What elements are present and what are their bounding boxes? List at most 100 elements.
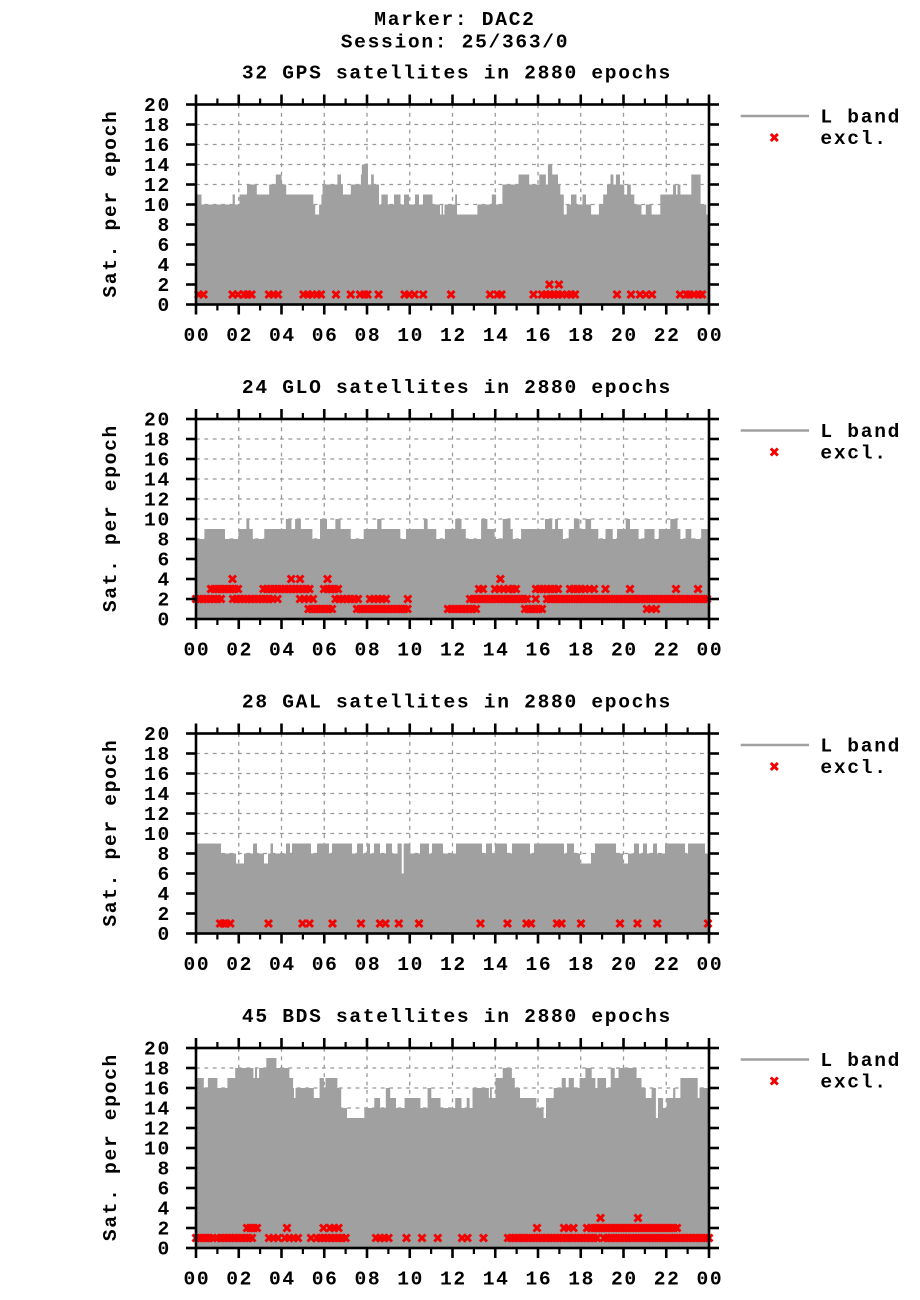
svg-text:10: 10 bbox=[144, 195, 169, 217]
svg-text:22: 22 bbox=[654, 954, 679, 976]
svg-text:6: 6 bbox=[157, 235, 169, 257]
svg-text:16: 16 bbox=[525, 954, 550, 976]
svg-text:6: 6 bbox=[157, 864, 169, 886]
svg-text:10: 10 bbox=[397, 640, 422, 662]
svg-text:18: 18 bbox=[568, 325, 593, 347]
svg-text:00: 00 bbox=[183, 325, 208, 347]
svg-text:4: 4 bbox=[157, 255, 169, 277]
svg-text:L band: L band bbox=[820, 1050, 899, 1072]
svg-text:12: 12 bbox=[144, 1118, 169, 1140]
svg-text:08: 08 bbox=[354, 954, 379, 976]
svg-text:20: 20 bbox=[611, 325, 636, 347]
svg-text:04: 04 bbox=[269, 954, 294, 976]
svg-text:45 BDS satellites in 2880 epoc: 45 BDS satellites in 2880 epochs bbox=[242, 1006, 670, 1028]
svg-text:Sat. per epoch: Sat. per epoch bbox=[100, 1055, 122, 1241]
svg-text:06: 06 bbox=[312, 1269, 337, 1291]
svg-text:18: 18 bbox=[144, 1058, 169, 1080]
svg-text:08: 08 bbox=[354, 640, 379, 662]
svg-text:6: 6 bbox=[157, 549, 169, 571]
svg-text:02: 02 bbox=[226, 640, 251, 662]
svg-text:02: 02 bbox=[226, 1269, 251, 1291]
svg-text:02: 02 bbox=[226, 325, 251, 347]
svg-text:22: 22 bbox=[654, 640, 679, 662]
svg-text:10: 10 bbox=[144, 509, 169, 531]
svg-text:14: 14 bbox=[144, 1098, 169, 1120]
svg-text:excl.: excl. bbox=[820, 442, 886, 464]
svg-text:20: 20 bbox=[144, 724, 169, 746]
svg-text:04: 04 bbox=[269, 640, 294, 662]
svg-text:12: 12 bbox=[440, 640, 465, 662]
svg-text:04: 04 bbox=[269, 1269, 294, 1291]
svg-text:08: 08 bbox=[354, 325, 379, 347]
svg-text:18: 18 bbox=[568, 954, 593, 976]
svg-text:12: 12 bbox=[144, 489, 169, 511]
svg-text:12: 12 bbox=[440, 325, 465, 347]
svg-text:14: 14 bbox=[483, 954, 508, 976]
svg-text:18: 18 bbox=[144, 744, 169, 766]
svg-text:04: 04 bbox=[269, 325, 294, 347]
svg-text:6: 6 bbox=[157, 1178, 169, 1200]
svg-text:20: 20 bbox=[611, 640, 636, 662]
svg-text:00: 00 bbox=[183, 1269, 208, 1291]
svg-text:16: 16 bbox=[144, 135, 169, 157]
svg-text:00: 00 bbox=[183, 640, 208, 662]
svg-text:18: 18 bbox=[144, 429, 169, 451]
svg-text:10: 10 bbox=[144, 1138, 169, 1160]
svg-text:2: 2 bbox=[157, 904, 169, 926]
svg-text:16: 16 bbox=[144, 764, 169, 786]
svg-text:18: 18 bbox=[568, 1269, 593, 1291]
svg-text:2: 2 bbox=[157, 1218, 169, 1240]
svg-text:Marker: DAC2: Marker: DAC2 bbox=[374, 9, 534, 31]
svg-text:2: 2 bbox=[157, 589, 169, 611]
svg-text:22: 22 bbox=[654, 325, 679, 347]
svg-text:10: 10 bbox=[397, 1269, 422, 1291]
svg-text:4: 4 bbox=[157, 1198, 169, 1220]
svg-text:L band: L band bbox=[820, 421, 899, 443]
svg-text:0: 0 bbox=[157, 295, 169, 317]
svg-text:12: 12 bbox=[144, 804, 169, 826]
svg-text:22: 22 bbox=[654, 1269, 679, 1291]
svg-text:0: 0 bbox=[157, 609, 169, 631]
svg-text:06: 06 bbox=[312, 954, 337, 976]
svg-text:00: 00 bbox=[183, 954, 208, 976]
svg-text:12: 12 bbox=[144, 175, 169, 197]
svg-text:00: 00 bbox=[696, 325, 721, 347]
svg-text:16: 16 bbox=[525, 325, 550, 347]
svg-text:12: 12 bbox=[440, 1269, 465, 1291]
svg-text:4: 4 bbox=[157, 884, 169, 906]
svg-text:14: 14 bbox=[144, 784, 169, 806]
svg-text:excl.: excl. bbox=[820, 757, 886, 779]
svg-text:28 GAL satellites in 2880 epoc: 28 GAL satellites in 2880 epochs bbox=[242, 692, 670, 714]
svg-text:20: 20 bbox=[611, 1269, 636, 1291]
svg-text:L band: L band bbox=[820, 106, 899, 128]
svg-text:16: 16 bbox=[144, 1078, 169, 1100]
svg-text:08: 08 bbox=[354, 1269, 379, 1291]
svg-text:24 GLO satellites in 2880 epoc: 24 GLO satellites in 2880 epochs bbox=[242, 377, 670, 399]
svg-text:12: 12 bbox=[440, 954, 465, 976]
svg-text:14: 14 bbox=[483, 325, 508, 347]
svg-text:32 GPS satellites in 2880 epoc: 32 GPS satellites in 2880 epochs bbox=[242, 63, 670, 85]
svg-text:10: 10 bbox=[144, 824, 169, 846]
svg-text:0: 0 bbox=[157, 924, 169, 946]
svg-text:00: 00 bbox=[696, 1269, 721, 1291]
svg-text:excl.: excl. bbox=[820, 1071, 886, 1093]
svg-text:18: 18 bbox=[144, 115, 169, 137]
svg-text:14: 14 bbox=[483, 640, 508, 662]
svg-text:L band: L band bbox=[820, 735, 899, 757]
svg-text:10: 10 bbox=[397, 954, 422, 976]
svg-text:16: 16 bbox=[525, 1269, 550, 1291]
svg-text:2: 2 bbox=[157, 275, 169, 297]
svg-text:18: 18 bbox=[568, 640, 593, 662]
svg-text:20: 20 bbox=[611, 954, 636, 976]
svg-text:4: 4 bbox=[157, 569, 169, 591]
svg-text:8: 8 bbox=[157, 1158, 169, 1180]
svg-text:20: 20 bbox=[144, 409, 169, 431]
svg-text:20: 20 bbox=[144, 95, 169, 117]
svg-text:06: 06 bbox=[312, 325, 337, 347]
svg-text:excl.: excl. bbox=[820, 128, 886, 150]
svg-text:06: 06 bbox=[312, 640, 337, 662]
svg-text:8: 8 bbox=[157, 844, 169, 866]
svg-text:16: 16 bbox=[144, 449, 169, 471]
svg-text:0: 0 bbox=[157, 1238, 169, 1260]
svg-text:Session: 25/363/0: Session: 25/363/0 bbox=[341, 32, 568, 54]
